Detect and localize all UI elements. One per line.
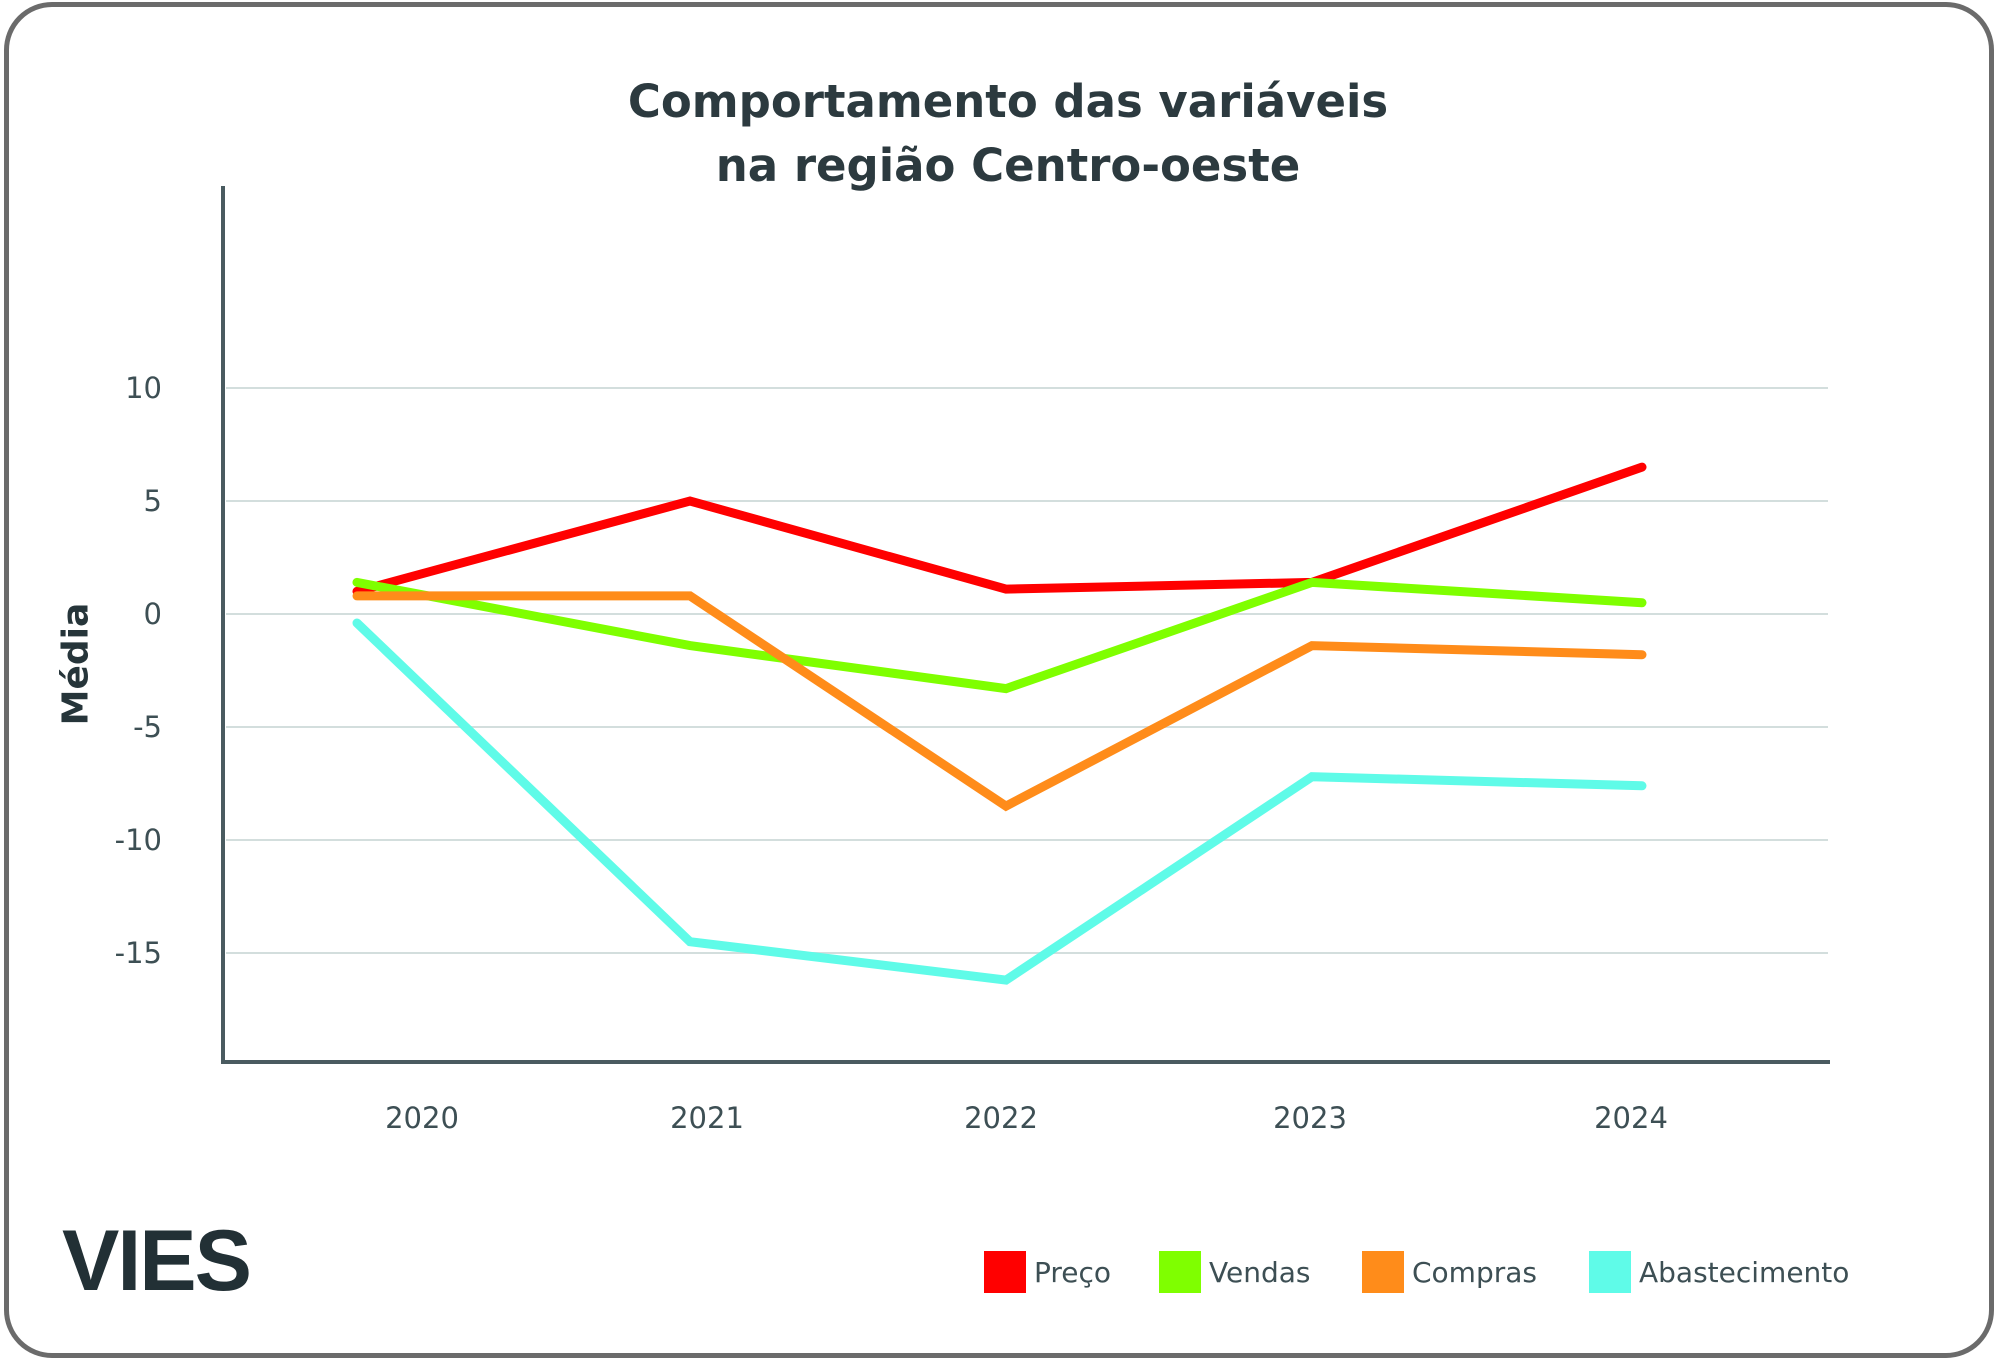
legend-label-abastecimento: Abastecimento [1639, 1255, 1850, 1289]
y-tick-label: -10 [115, 823, 162, 857]
y-tick-label: 5 [144, 484, 162, 518]
y-tick-label: -5 [133, 710, 162, 744]
y-tick-label: -15 [115, 936, 162, 970]
x-tick-label: 2023 [1273, 1101, 1347, 1135]
legend-item-preco[interactable]: Preço [984, 1251, 1111, 1293]
gridlines [226, 387, 1828, 954]
x-tick-label: 2024 [1594, 1101, 1668, 1135]
x-tick-label: 2020 [385, 1101, 459, 1135]
legend-swatch-abastecimento [1589, 1251, 1631, 1293]
series-line-vendas [352, 577, 1647, 694]
legend-swatch-compras [1362, 1251, 1404, 1293]
legend-item-compras[interactable]: Compras [1362, 1251, 1537, 1293]
vies-logo: VIES [62, 1213, 252, 1309]
y-tick-label: 0 [144, 597, 162, 631]
legend-item-abastecimento[interactable]: Abastecimento [1589, 1251, 1849, 1293]
chart-title: Comportamento das variáveis na região Ce… [508, 70, 1508, 198]
x-tick-labels: 2020 2021 2022 2023 2024 [385, 1101, 1668, 1135]
legend-swatch-preco [984, 1251, 1026, 1293]
y-tick-label: 10 [125, 371, 162, 405]
legend-label-compras: Compras [1412, 1255, 1537, 1289]
series-line-compras [352, 591, 1647, 812]
x-tick-label: 2021 [670, 1101, 744, 1135]
x-tick-label: 2022 [964, 1101, 1038, 1135]
series-line-preco [352, 462, 1647, 596]
chart-title-line-2: na região Centro-oeste [715, 139, 1301, 192]
legend-label-vendas: Vendas [1209, 1255, 1311, 1289]
legend-label-preco: Preço [1034, 1255, 1112, 1289]
y-tick-labels: 10 5 0 -5 -10 -15 [115, 371, 162, 970]
series-line-abastecimento [352, 618, 1647, 985]
legend-swatch-vendas [1159, 1251, 1201, 1293]
chart-title-line-1: Comportamento das variáveis [627, 75, 1389, 128]
chart-frame [4, 2, 1994, 1358]
legend-item-vendas[interactable]: Vendas [1159, 1251, 1310, 1293]
series-lines [352, 462, 1647, 985]
